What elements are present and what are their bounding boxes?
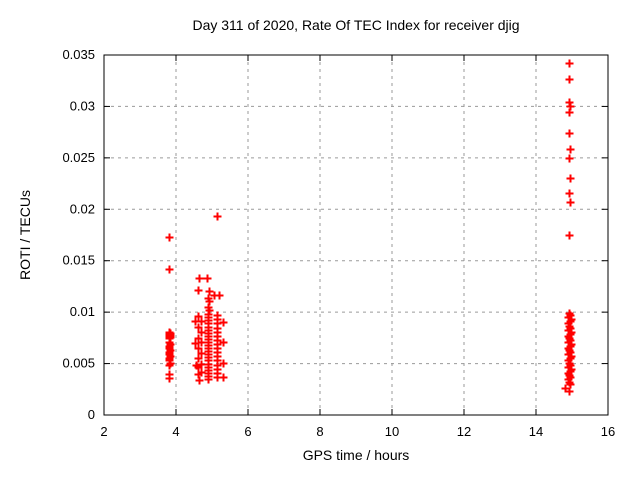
y-tick-label: 0: [88, 407, 95, 422]
y-tick-label: 0.01: [70, 304, 95, 319]
y-tick-label: 0.015: [62, 253, 95, 268]
x-tick-label: 4: [172, 424, 179, 439]
x-tick-label: 8: [316, 424, 323, 439]
y-tick-label: 0.025: [62, 150, 95, 165]
x-tick-label: 2: [100, 424, 107, 439]
x-tick-label: 16: [601, 424, 615, 439]
data-points: [165, 59, 576, 396]
plot-border: [103, 54, 609, 416]
x-tick-label: 10: [385, 424, 399, 439]
chart-title: Day 311 of 2020, Rate Of TEC Index for r…: [192, 17, 520, 33]
y-tick-label: 0.005: [62, 356, 95, 371]
x-tick-label: 14: [529, 424, 543, 439]
y-tick-label: 0.03: [70, 98, 95, 113]
y-axis-label: ROTI / TECUs: [17, 190, 33, 280]
x-axis-label: GPS time / hours: [302, 447, 410, 463]
x-tick-label: 6: [244, 424, 251, 439]
y-tick-label: 0.035: [62, 47, 95, 62]
y-tick-label: 0.02: [70, 201, 95, 216]
x-tick-label: 12: [457, 424, 471, 439]
